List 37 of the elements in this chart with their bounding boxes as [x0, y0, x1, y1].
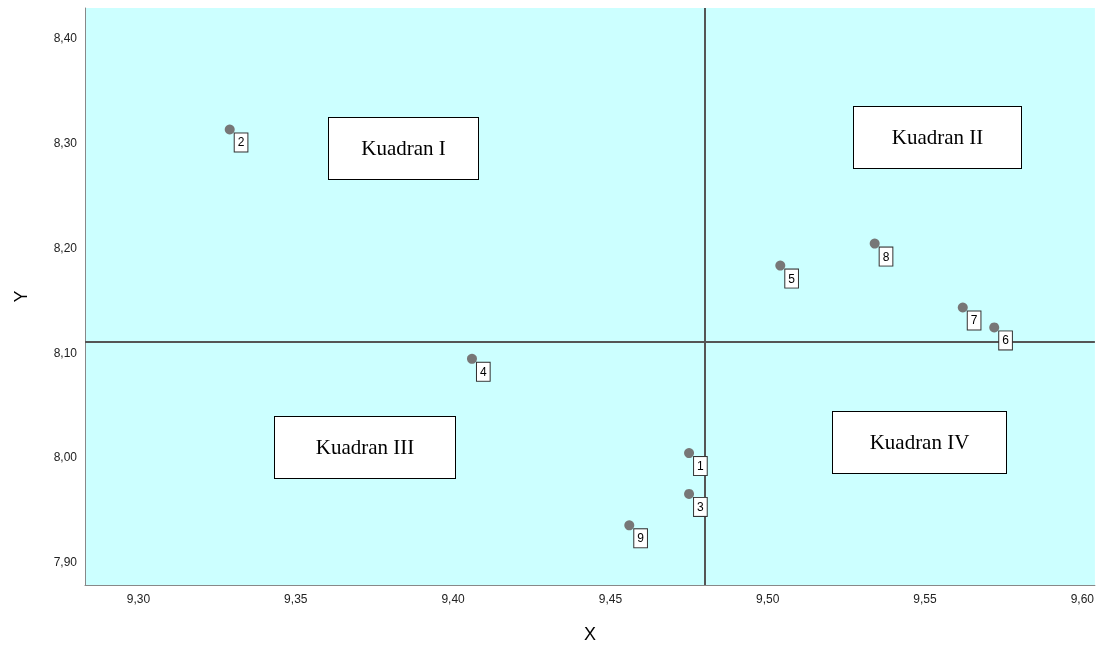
- point: [466, 353, 477, 364]
- point: [624, 520, 635, 531]
- point: [684, 488, 695, 499]
- y-tick-label: 8,20: [53, 240, 78, 255]
- text-box: Kuadran II: [853, 106, 1022, 169]
- text-box: Kuadran III: [274, 416, 456, 479]
- x-tick-label: 9,50: [756, 592, 780, 606]
- y-tick-label: 8,00: [53, 450, 78, 465]
- point: [224, 124, 235, 135]
- annotation: 3: [697, 499, 705, 514]
- x-tick-label: 9,35: [284, 592, 308, 606]
- y-axis-title: Y: [11, 290, 31, 303]
- annotation: 4: [479, 364, 487, 379]
- x-tick-label: 9,40: [441, 592, 466, 606]
- x-tick-label: 9,60: [1070, 592, 1095, 606]
- y-tick-label: 8,40: [53, 31, 78, 46]
- x-tick-label: 9,30: [126, 592, 151, 606]
- annotation: 2: [237, 135, 245, 150]
- annotation: 6: [1002, 333, 1010, 348]
- point: [684, 448, 695, 459]
- point: [775, 260, 786, 271]
- y-tick-label: 8,10: [53, 345, 78, 360]
- point: [957, 302, 968, 313]
- text-box: Kuadran IV: [832, 411, 1007, 474]
- annotation: 5: [788, 271, 796, 286]
- x-tick-label: 9,55: [913, 592, 938, 606]
- annotation: 1: [697, 459, 705, 474]
- point: [989, 322, 1000, 333]
- x-axis-title: X: [583, 624, 596, 644]
- x-tick-label: 9,45: [598, 592, 623, 606]
- y-tick-label: 7,90: [53, 554, 78, 569]
- y-tick-label: 8,30: [53, 136, 78, 151]
- point: [869, 238, 880, 249]
- annotation: 7: [970, 313, 978, 328]
- text-box: Kuadran I: [328, 117, 479, 180]
- annotation: 8: [882, 249, 890, 264]
- annotation: 9: [637, 531, 645, 546]
